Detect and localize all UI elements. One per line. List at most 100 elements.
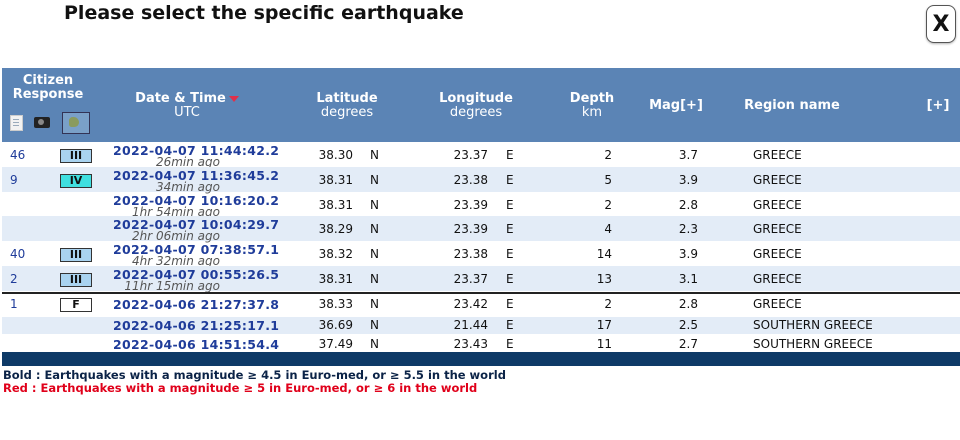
depth-header-label: Depth: [569, 91, 615, 106]
legend-bold: Bold : Earthquakes with a magnitude ≥ 4.…: [3, 368, 506, 382]
expand-columns-button[interactable]: [+]: [926, 98, 950, 113]
sort-desc-icon[interactable]: [228, 95, 239, 102]
table-row[interactable]: 46 III 2022-04-07 11:44:42.2 26min ago 38.30…: [2, 142, 960, 169]
magnitude-header[interactable]: Mag[+]: [649, 98, 703, 113]
lat-hemisphere: N: [370, 318, 379, 332]
day-divider: [2, 292, 960, 294]
citizen-icons: [8, 112, 90, 136]
camera-icon[interactable]: [34, 117, 50, 128]
lon-header-unit: degrees: [449, 105, 503, 120]
magnitude-value: 2.8: [678, 198, 698, 212]
region-name: GREECE: [753, 148, 802, 162]
event-datetime-link[interactable]: 2022-04-07 00:55:26.5: [113, 267, 280, 282]
magnitude-value: 2.8: [678, 296, 698, 311]
table-row[interactable]: 2 III 2022-04-07 00:55:26.5 11hr 15min ago 3…: [2, 266, 960, 293]
table-header: Citizen Response Date & Time UTC Latitud…: [2, 68, 960, 142]
event-datetime-link[interactable]: 2022-04-07 11:36:45.2: [113, 168, 280, 183]
lat-hemisphere: N: [370, 222, 379, 236]
latitude-value: 38.30: [318, 148, 353, 162]
depth-value: 17: [596, 318, 612, 332]
table-row[interactable]: 2022-04-07 10:16:20.2 1hr 54min ago 38.31 N…: [2, 192, 960, 219]
longitude-value: 23.42: [453, 296, 488, 311]
response-count[interactable]: 2: [10, 272, 18, 286]
table-row[interactable]: 2022-04-06 14:51:54.4 37.49 N 23.43 E 11 2.7 SO…: [2, 334, 960, 354]
region-name: GREECE: [753, 296, 802, 311]
magnitude-value: 2.7: [678, 336, 698, 351]
citizen-response-header[interactable]: Citizen Response: [6, 74, 90, 102]
lat-hemisphere: N: [370, 336, 379, 351]
intensity-badge[interactable]: III: [60, 248, 92, 262]
latitude-value: 36.69: [318, 318, 353, 332]
event-datetime-link[interactable]: 2022-04-06 21:27:37.8: [113, 296, 280, 312]
latitude-value: 38.32: [318, 247, 353, 261]
magnitude-value: 2.3: [678, 222, 698, 236]
lon-hemisphere: E: [506, 296, 514, 311]
depth-value: 4: [604, 222, 612, 236]
response-count[interactable]: 46: [10, 148, 26, 162]
time-ago: 4hr 32min ago: [131, 254, 220, 268]
latitude-header[interactable]: Latitude degrees: [302, 92, 392, 120]
latitude-value: 38.31: [318, 173, 353, 187]
map-icon[interactable]: [62, 112, 90, 134]
latitude-value: 38.33: [318, 296, 353, 311]
lon-hemisphere: E: [506, 173, 514, 187]
depth-header-unit: km: [581, 105, 603, 120]
magnitude-value: 2.5: [678, 318, 698, 332]
lon-header-label: Longitude: [439, 91, 513, 106]
lat-hemisphere: N: [370, 272, 379, 286]
region-name: GREECE: [753, 173, 802, 187]
region-name: GREECE: [753, 198, 802, 212]
response-count[interactable]: 1: [10, 296, 18, 311]
lon-hemisphere: E: [506, 247, 514, 261]
document-icon[interactable]: [10, 115, 23, 131]
depth-value: 13: [596, 272, 612, 286]
citizen-header-line2: Response: [12, 87, 84, 102]
event-datetime-link[interactable]: 2022-04-07 10:04:29.7: [113, 217, 280, 232]
page-title: Please select the specific earthquake: [64, 2, 464, 24]
date-header-label: Date & Time: [135, 91, 226, 106]
intensity-badge[interactable]: III: [60, 149, 92, 163]
depth-value: 14: [596, 247, 612, 261]
event-datetime-link[interactable]: 2022-04-07 07:38:57.1: [113, 242, 280, 257]
table-row[interactable]: 9 IV 2022-04-07 11:36:45.2 34min ago 38.31 N 2…: [2, 167, 960, 194]
table-row[interactable]: 2022-04-07 10:04:29.7 2hr 06min ago 38.29 N…: [2, 216, 960, 243]
lon-hemisphere: E: [506, 198, 514, 212]
citizen-header-line1: Citizen: [22, 73, 74, 88]
region-name: GREECE: [753, 247, 802, 261]
lon-hemisphere: E: [506, 318, 514, 332]
response-count[interactable]: 40: [10, 247, 26, 261]
table-row[interactable]: 2022-04-06 21:25:17.1 36.69 N 21.44 E 17 2.5 SO…: [2, 317, 960, 334]
lon-hemisphere: E: [506, 336, 514, 351]
longitude-value: 23.39: [453, 198, 488, 212]
response-count[interactable]: 9: [10, 173, 18, 187]
event-datetime-link[interactable]: 2022-04-06 14:51:54.4: [113, 336, 280, 352]
intensity-badge[interactable]: IV: [60, 174, 92, 188]
longitude-header[interactable]: Longitude degrees: [426, 92, 526, 120]
event-datetime-link[interactable]: 2022-04-07 10:16:20.2: [113, 193, 280, 208]
depth-value: 2: [604, 198, 612, 212]
magnitude-value: 3.9: [678, 247, 698, 261]
region-header[interactable]: Region name: [744, 98, 840, 113]
table-row[interactable]: 1 F 2022-04-06 21:27:37.8 38.33 N 23.42 E 2 2.8 G…: [2, 294, 960, 314]
time-ago: 26min ago: [155, 155, 220, 169]
depth-header[interactable]: Depth km: [558, 92, 626, 120]
event-datetime-link[interactable]: 2022-04-06 21:25:17.1: [113, 318, 280, 333]
longitude-value: 23.37: [453, 148, 488, 162]
date-time-header[interactable]: Date & Time UTC: [112, 92, 262, 120]
region-name: GREECE: [753, 222, 802, 236]
lat-hemisphere: N: [370, 247, 379, 261]
lat-hemisphere: N: [370, 148, 379, 162]
intensity-badge[interactable]: F: [60, 297, 92, 312]
intensity-badge[interactable]: III: [60, 273, 92, 287]
close-button[interactable]: X: [926, 5, 956, 43]
table-row[interactable]: 40 III 2022-04-07 07:38:57.1 4hr 32min ago 3…: [2, 241, 960, 268]
legend-red: Red : Earthquakes with a magnitude ≥ 5 i…: [3, 381, 478, 395]
latitude-value: 37.49: [318, 336, 353, 351]
longitude-value: 23.37: [453, 272, 488, 286]
latitude-value: 38.31: [318, 198, 353, 212]
region-name: SOUTHERN GREECE: [753, 336, 873, 351]
depth-value: 2: [604, 148, 612, 162]
lon-hemisphere: E: [506, 148, 514, 162]
table-footer-bar: [2, 352, 960, 366]
event-datetime-link[interactable]: 2022-04-07 11:44:42.2: [113, 143, 280, 158]
